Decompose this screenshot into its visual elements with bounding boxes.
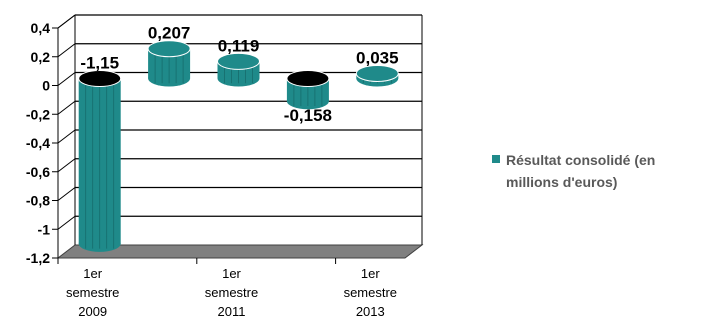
gridline-diagonal — [57, 72, 76, 86]
bar-top-cap — [286, 70, 330, 87]
y-tick-label: 0,4 — [31, 20, 51, 36]
gridline-diagonal — [57, 158, 76, 173]
x-tick-label: 1er — [83, 266, 102, 281]
y-tick-label: -1 — [38, 221, 51, 237]
x-tick-label: 2009 — [78, 304, 107, 319]
data-label: -0,158 — [284, 106, 332, 125]
x-tick-label: semestre — [205, 285, 258, 300]
y-tick-label: -0,6 — [26, 164, 50, 180]
gridline-diagonal — [57, 43, 76, 58]
y-tick-label: 0 — [42, 78, 50, 94]
legend: Résultat consolidé (en millions d'euros) — [492, 149, 702, 193]
y-tick-label: 0,2 — [31, 49, 51, 65]
gridline-diagonal — [57, 100, 76, 115]
legend-label-line-1: Résultat consolidé (en — [506, 152, 656, 168]
y-axis-top-edge — [57, 14, 76, 29]
bar-top-cap — [355, 64, 399, 82]
legend-swatch — [492, 155, 500, 163]
data-label: 0,119 — [218, 36, 260, 55]
y-tick-label: -1,2 — [26, 250, 50, 266]
x-tick-label: 2013 — [356, 304, 385, 319]
x-tick-label: semestre — [66, 285, 119, 300]
bar-top-cap — [78, 70, 122, 87]
y-tick-label: -0,8 — [26, 193, 50, 209]
gridline-diagonal — [57, 215, 76, 230]
data-label: 0,035 — [356, 48, 399, 67]
x-tick-label: 1er — [222, 266, 241, 281]
data-label: -1,15 — [80, 54, 119, 73]
gridline-diagonal — [57, 187, 76, 201]
legend-label-line-2: millions d'euros) — [506, 174, 618, 190]
bar-top-cap — [217, 52, 260, 70]
y-tick-label: -0,2 — [26, 106, 50, 122]
bar-top-cap — [147, 40, 191, 58]
x-tick-label: 1er — [361, 266, 380, 281]
y-tick-label: -0,4 — [26, 135, 50, 151]
gridline-diagonal — [57, 129, 76, 144]
x-tick-label: semestre — [344, 285, 397, 300]
x-tick-label: 2011 — [218, 304, 246, 319]
data-label: 0,207 — [148, 24, 191, 43]
